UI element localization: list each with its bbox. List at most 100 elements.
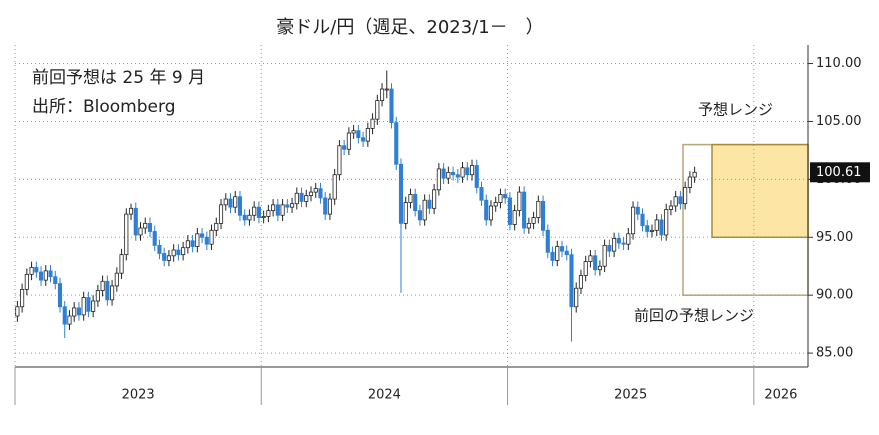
candle-body [678,196,683,205]
candle-body [332,174,337,200]
candle-body [223,198,228,206]
candle-body [436,168,441,191]
candle-body [413,194,418,212]
y-tick-label: 85.00 [816,346,853,361]
candle-body [214,222,219,231]
candle-body [361,137,366,142]
candle-body [649,229,655,232]
candle-body [20,288,25,308]
candle-body [190,240,195,247]
candle-body [247,214,252,221]
candle-body [323,197,328,215]
candle-body [152,231,157,246]
candle-body [683,187,688,205]
candle-body [124,213,129,256]
candle-body [612,238,617,252]
candle-body [285,204,290,208]
candle-body [138,227,143,236]
candle-body [522,191,527,229]
candle-body [252,206,257,216]
candle-body [417,210,422,221]
candle-body [630,206,636,235]
candle-body [403,202,408,224]
candle-body [299,192,304,202]
candle-body [147,222,153,232]
candle-body [76,307,81,316]
candle-body [484,199,489,221]
candle-body [313,188,318,193]
candle-body [24,273,29,290]
candle-body [195,233,200,247]
candle-body [91,300,96,312]
candle-body [233,196,238,208]
candle-body [256,206,261,218]
y-tick-label: 105.00 [816,114,862,129]
candle-body [29,266,34,275]
candle-body [550,251,555,261]
candle-body [441,168,446,179]
candle-body [95,290,100,302]
candle-body [616,238,621,244]
candle-body [110,285,115,301]
candle-body [635,206,640,215]
candle-body [460,167,465,178]
candle-body [114,272,119,287]
candle-body [469,165,475,176]
x-tick-label: 2026 [764,388,797,403]
last-value-label: 100.61 [816,165,862,180]
y-tick-label: 95.00 [816,230,853,245]
candle-body [673,196,678,207]
candle-body [446,172,451,179]
candle-body [559,246,565,252]
candle-body [621,242,626,245]
candle-body [602,244,607,267]
candle-body [209,229,214,245]
forecast-range [711,143,809,239]
candle-body [294,192,299,205]
candle-body [474,165,479,188]
candle-body [517,191,522,212]
candle-body [327,198,333,215]
candle-body [337,145,342,176]
candle-body [228,198,233,208]
candle-body [100,280,105,291]
candle-body [659,219,664,236]
candle-body [280,204,285,216]
candle-body [375,100,380,120]
candle-body [351,130,356,134]
candle-body [626,233,631,245]
candle-body [62,306,67,325]
candle-body [668,205,673,210]
annotation: 前回予想は 25 年 9 月 [32,68,205,88]
candle-body [588,255,593,262]
candle-body [86,297,91,312]
candle-body [465,167,470,176]
candle-body [545,229,550,253]
candle-body [564,250,569,256]
candle-body [204,236,209,245]
range-label: 前回の予想レンジ [634,307,754,325]
candle-body [451,172,456,176]
candle-body [455,174,460,178]
candle-body [526,222,531,229]
candle-body [389,88,394,124]
candle-body [398,163,404,224]
candle-body [157,244,162,254]
candle-body [261,216,266,218]
candle-body [162,253,167,261]
candle-body [607,244,612,252]
candle-body [479,187,484,201]
candle-body [308,191,314,196]
y-tick-label: 90.00 [816,288,853,303]
candle-body [645,225,650,232]
candle-body [128,207,134,215]
candle-body [318,188,323,199]
candle-body [379,88,385,101]
candle-body [242,214,247,221]
candle-body [266,210,271,217]
candle-body [237,196,243,216]
x-tick-label: 2025 [614,388,647,403]
candle-body [38,271,44,281]
chart-title: 豪ドル/円（週足、2023/1－ ） [276,17,543,38]
candle-body [34,266,39,273]
